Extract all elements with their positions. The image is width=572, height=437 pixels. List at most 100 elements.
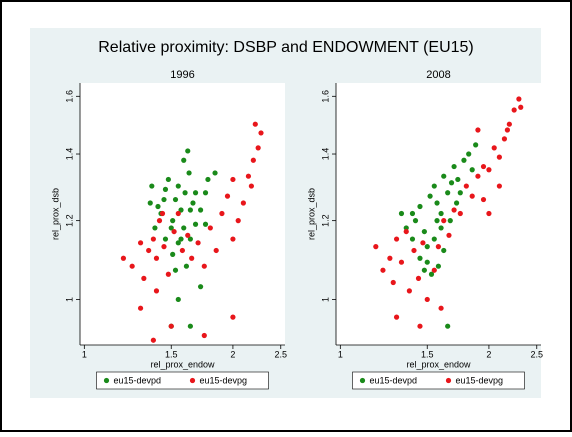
point (178, 236, 184, 242)
point (434, 218, 440, 224)
x-tick-label: 2 (486, 349, 491, 359)
point (205, 176, 211, 183)
x-axis-label: rel_prox_endow (406, 359, 471, 369)
point (441, 173, 447, 179)
x-tick-label: 1 (338, 349, 343, 359)
point (438, 225, 444, 231)
y-axis-label: rel_prox_dsb (50, 188, 60, 240)
point (219, 210, 225, 217)
point (192, 190, 199, 196)
point (428, 271, 435, 277)
point (181, 157, 187, 163)
point (486, 210, 492, 217)
point (172, 196, 179, 203)
point (427, 193, 433, 199)
point (421, 267, 427, 273)
point (162, 236, 169, 242)
point (441, 247, 447, 254)
point (403, 228, 409, 235)
point (175, 240, 181, 246)
point (230, 236, 236, 242)
y-tick-label: 1.6 (64, 90, 74, 103)
point (417, 203, 423, 210)
point (192, 221, 199, 227)
point (213, 247, 219, 254)
point (431, 267, 437, 273)
point (245, 173, 252, 179)
point (420, 240, 426, 246)
legend-marker (103, 377, 110, 384)
point (250, 157, 256, 163)
point (463, 183, 469, 189)
point (150, 337, 156, 343)
point (431, 183, 437, 189)
point (141, 275, 147, 281)
point (170, 251, 176, 257)
plot-area (336, 83, 541, 345)
point (185, 148, 191, 154)
legend-label: eu15-devpg (456, 375, 504, 385)
point (172, 267, 179, 273)
point (417, 255, 423, 261)
point (409, 236, 416, 242)
point (155, 203, 161, 210)
point (491, 145, 497, 151)
point (518, 104, 524, 110)
point (165, 176, 171, 183)
x-tick-label: 1.5 (421, 349, 434, 359)
x-axis-label: rel_prox_endow (150, 359, 215, 369)
point (248, 183, 254, 189)
point (390, 279, 396, 286)
point (187, 323, 193, 329)
point (255, 145, 261, 151)
point (187, 236, 193, 242)
point (457, 190, 463, 196)
point (393, 314, 400, 320)
point (475, 173, 481, 179)
point (516, 96, 522, 102)
y-tick-label: 1 (64, 297, 74, 302)
point (150, 236, 156, 242)
point (496, 183, 502, 189)
point (411, 247, 417, 254)
point (190, 200, 196, 206)
y-tick-label: 1.4 (64, 148, 74, 161)
point (451, 163, 457, 170)
point (258, 130, 264, 136)
y-tick-label: 1 (320, 297, 330, 302)
point (412, 218, 419, 224)
point (252, 121, 258, 127)
chart-title: Relative proximity: DSBP and ENDOWMENT (… (98, 39, 474, 56)
point (168, 225, 174, 231)
point (186, 170, 192, 176)
point (189, 255, 195, 261)
point (496, 154, 502, 160)
point (207, 225, 213, 231)
point (201, 263, 207, 269)
point (147, 200, 153, 206)
point (201, 332, 207, 339)
y-tick-label: 1.4 (320, 148, 330, 161)
point (175, 296, 181, 303)
point (178, 207, 184, 213)
point (212, 170, 218, 176)
point (448, 180, 455, 186)
point (120, 255, 127, 261)
point (175, 183, 181, 189)
point (424, 296, 430, 303)
point (179, 247, 185, 254)
point (175, 210, 181, 217)
point (165, 271, 171, 277)
point (473, 142, 479, 148)
point (506, 121, 512, 127)
point (202, 190, 209, 196)
point (398, 259, 405, 265)
point (441, 218, 447, 224)
x-tick-label: 2 (230, 349, 235, 359)
point (183, 263, 190, 269)
point (438, 305, 444, 311)
legend-label: eu15-devpd (370, 375, 418, 385)
legend-marker (189, 377, 196, 384)
point (446, 232, 452, 238)
legend-marker (445, 377, 452, 384)
